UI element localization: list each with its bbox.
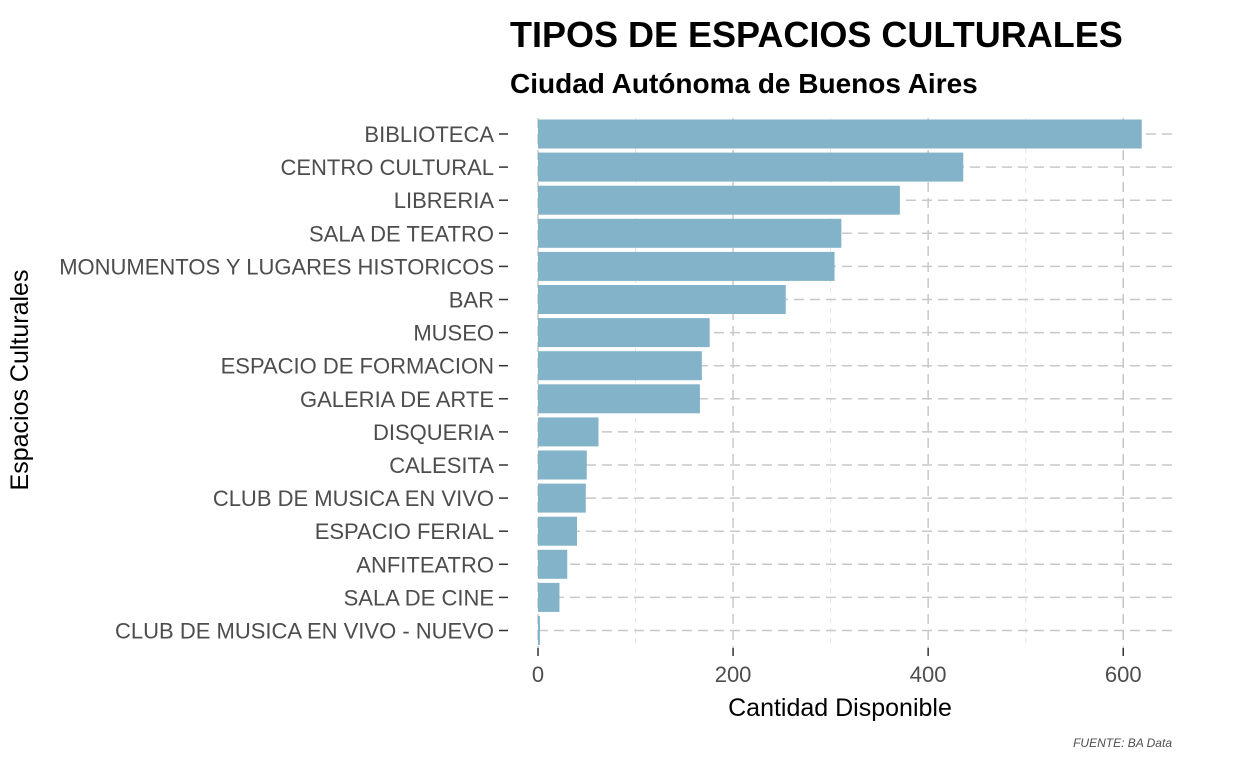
x-tick-label: 200 <box>715 662 752 687</box>
bar <box>538 119 1142 149</box>
bar <box>538 483 586 513</box>
y-axis-title: Espacios Culturales <box>6 270 34 491</box>
y-tick-label: SALA DE CINE <box>344 585 494 610</box>
bar <box>538 450 587 480</box>
bar <box>538 218 842 248</box>
x-axis: 0 200 400 600 <box>532 648 1142 687</box>
bar <box>538 616 540 645</box>
y-tick-label: GALERIA DE ARTE <box>300 387 494 412</box>
chart-title: TIPOS DE ESPACIOS CULTURALES <box>510 14 1123 55</box>
y-tick-label: ESPACIO FERIAL <box>315 519 494 544</box>
source-caption: FUENTE: BA Data <box>1073 736 1172 750</box>
bar <box>538 185 900 215</box>
bar <box>538 285 786 314</box>
bars <box>538 119 1142 645</box>
y-tick-label: CENTRO CULTURAL <box>280 155 494 180</box>
chart-subtitle: Ciudad Autónoma de Buenos Aires <box>510 68 978 99</box>
y-tick-label: CLUB DE MUSICA EN VIVO <box>213 486 494 511</box>
bar <box>538 152 964 182</box>
x-tick-label: 600 <box>1105 662 1142 687</box>
x-axis-title: Cantidad Disponible <box>728 694 952 722</box>
y-tick-label: BAR <box>449 288 494 313</box>
x-tick-label: 0 <box>532 662 544 687</box>
y-tick-label: DISQUERIA <box>373 420 494 445</box>
y-tick-label: LIBRERIA <box>394 188 495 213</box>
y-tick-label: MONUMENTOS Y LUGARES HISTORICOS <box>59 254 494 279</box>
bar <box>538 549 568 579</box>
bar <box>538 384 700 414</box>
y-tick-label: ANFITEATRO <box>356 552 494 577</box>
x-tick-label: 400 <box>910 662 947 687</box>
y-tick-label: CALESITA <box>389 453 494 478</box>
y-tick-label: CLUB DE MUSICA EN VIVO - NUEVO <box>115 619 494 644</box>
y-axis: BIBLIOTECA CENTRO CULTURAL LIBRERIA SALA DE… <box>59 122 508 644</box>
y-tick-label: BIBLIOTECA <box>364 122 494 147</box>
bar <box>538 516 578 546</box>
bar <box>538 582 560 612</box>
bar <box>538 318 710 348</box>
bar <box>538 417 599 447</box>
bar <box>538 251 835 281</box>
bar <box>538 351 702 381</box>
y-tick-label: SALA DE TEATRO <box>309 221 494 246</box>
y-tick-label: MUSEO <box>413 321 494 346</box>
y-tick-label: ESPACIO DE FORMACION <box>221 354 494 379</box>
